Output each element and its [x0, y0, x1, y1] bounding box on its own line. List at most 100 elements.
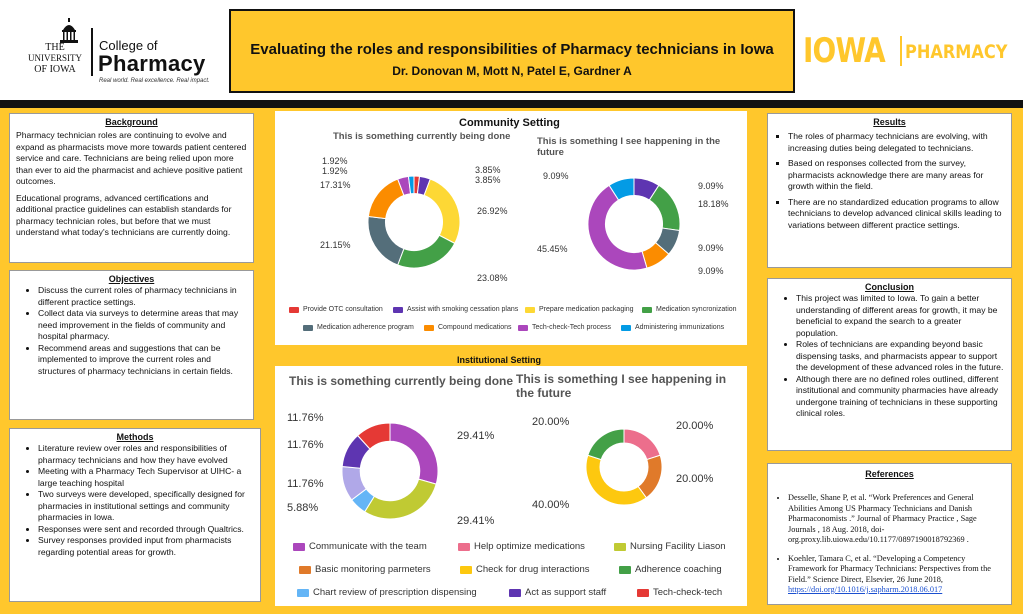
institutional-current-donut: [341, 422, 439, 520]
legend-entry: Administering immunizations: [621, 324, 724, 331]
legend-swatch: [458, 542, 470, 551]
legend-entry: Assist with smoking cessation plans: [393, 306, 518, 313]
donut-slice: [364, 478, 437, 520]
donut-slice: [608, 177, 635, 201]
methods-list: Literature review over roles and respons…: [10, 442, 260, 558]
legend-entry: Provide OTC consultation: [289, 306, 383, 313]
legend-swatch: [289, 306, 299, 313]
background-title: Background: [105, 117, 158, 127]
uiowa-logo: THE UNIVERSITY OF IOWA College of Pharma…: [24, 18, 224, 88]
legend-entry: Prepare medication packaging: [525, 306, 634, 313]
pie-label: 29.41%: [457, 430, 495, 442]
donut-slice: [623, 428, 661, 461]
conclusion-item: This project was limited to Iowa. To gai…: [796, 293, 1005, 339]
institutional-setting-label: Institutional Setting: [457, 355, 541, 365]
institutional-future-donut: [585, 428, 663, 506]
conclusion-list: This project was limited to Iowa. To gai…: [768, 292, 1011, 420]
pie-label: 9.09%: [698, 266, 724, 276]
donut-slice: [407, 175, 415, 195]
community-chart-panel: Community Setting This is something curr…: [275, 111, 747, 345]
donut-slice: [397, 234, 456, 269]
pie-label: 9.09%: [543, 171, 569, 181]
legend-label: Tech-check-Tech process: [532, 324, 611, 331]
institutional-current-title: This is something currently being done: [289, 374, 514, 388]
pie-label: 9.09%: [698, 181, 724, 191]
poster-authors: Dr. Donovan M, Mott N, Patel E, Gardner …: [392, 64, 632, 78]
pie-label: 26.92%: [477, 206, 508, 216]
legend-entry: Check for drug interactions: [460, 564, 590, 575]
pie-label: 3.85%: [475, 165, 501, 175]
legend-entry: Help optimize medications: [458, 541, 585, 552]
legend-swatch: [642, 306, 652, 313]
community-future-title: This is something I see happening in the…: [537, 136, 721, 158]
donut-slice: [423, 178, 461, 245]
method-item: Two surveys were developed, specifically…: [38, 489, 254, 524]
result-item: Based on responses collected from the su…: [788, 158, 1005, 193]
legend-entry: Tech-check-Tech process: [518, 324, 611, 331]
pie-label: 1.92%: [322, 156, 348, 166]
community-current-donut: [367, 175, 461, 269]
legend-label: Medication syncronization: [656, 306, 737, 313]
college-tagline: Real world. Real excellence. Real impact…: [99, 78, 210, 84]
donut-slice: [648, 184, 681, 232]
legend-label: Adherence coaching: [635, 564, 722, 575]
old-capitol-icon: [60, 18, 78, 43]
pie-label: 45.45%: [537, 244, 568, 254]
uiowa-word-the: THE: [45, 42, 65, 53]
pie-label: 20.00%: [676, 473, 714, 485]
results-list: The roles of pharmacy technicians are ev…: [768, 127, 1011, 231]
pie-label: 11.76%: [287, 412, 324, 424]
pie-label: 20.00%: [676, 420, 714, 432]
reference-item: Desselle, Shane P, et al. “Work Preferen…: [788, 493, 1003, 546]
objective-item: Collect data via surveys to determine ar…: [38, 308, 247, 343]
legend-label: Check for drug interactions: [476, 564, 590, 575]
legend-label: Communicate with the team: [309, 541, 427, 552]
legend-swatch: [424, 324, 434, 331]
legend-label: Nursing Facility Liason: [630, 541, 726, 552]
methods-title: Methods: [116, 432, 154, 442]
references-section: References Desselle, Shane P, et al. “Wo…: [767, 463, 1012, 605]
legend-swatch: [637, 588, 649, 597]
donut-slice: [587, 184, 648, 271]
pie-label: 21.15%: [320, 240, 351, 250]
method-item: Survey responses provided input from pha…: [38, 535, 254, 558]
legend-swatch: [299, 565, 311, 574]
legend-entry: Compound medications: [424, 324, 512, 331]
legend-label: Provide OTC consultation: [303, 306, 383, 313]
iowa-logo-divider: [900, 36, 902, 66]
logo-divider: [91, 28, 93, 76]
objectives-section: Objectives Discuss the current roles of …: [9, 270, 254, 420]
conclusion-item: Roles of technicians are expanding beyon…: [796, 339, 1005, 374]
results-title: Results: [873, 117, 906, 127]
legend-label: Medication adherence program: [317, 324, 414, 331]
pie-label: 5.88%: [287, 502, 319, 514]
references-list: Desselle, Shane P, et al. “Work Preferen…: [768, 493, 1011, 596]
legend-label: Chart review of prescription dispensing: [313, 587, 477, 598]
method-item: Meeting with a Pharmacy Tech Supervisor …: [38, 466, 254, 489]
legend-entry: Basic monitoring parmeters: [299, 564, 431, 575]
legend-label: Tech-check-tech: [653, 587, 723, 598]
community-panel-title: Community Setting: [459, 117, 560, 129]
conclusion-section: Conclusion This project was limited to I…: [767, 278, 1012, 451]
legend-swatch: [509, 588, 521, 597]
pie-label: 20.00%: [532, 416, 570, 428]
method-item: Responses were sent and recorded through…: [38, 524, 254, 536]
donut-slice: [367, 178, 405, 220]
legend-label: Basic monitoring parmeters: [315, 564, 431, 575]
legend-label: Act as support staff: [525, 587, 607, 598]
uiowa-word-university: UNIVERSITY: [28, 53, 82, 63]
objective-item: Discuss the current roles of pharmacy te…: [38, 285, 247, 308]
methods-section: Methods Literature review over roles and…: [9, 428, 261, 602]
legend-swatch: [614, 542, 626, 551]
iowa-logo-word: IOWA: [803, 31, 886, 71]
reference-link[interactable]: https://doi.org/10.1016/j.sapharm.2018.0…: [788, 585, 943, 594]
objective-item: Recommend areas and suggestions that can…: [38, 343, 247, 378]
college-line2: Pharmacy: [98, 51, 206, 76]
poster-title: Evaluating the roles and responsibilitie…: [250, 41, 774, 58]
legend-swatch: [621, 324, 631, 331]
legend-entry: Tech-check-tech: [637, 587, 722, 598]
uiowa-word-of-iowa: OF IOWA: [34, 64, 76, 75]
community-future-donut: [587, 177, 681, 271]
result-item: The roles of pharmacy technicians are ev…: [788, 131, 1005, 154]
legend-label: Compound medications: [438, 324, 512, 331]
